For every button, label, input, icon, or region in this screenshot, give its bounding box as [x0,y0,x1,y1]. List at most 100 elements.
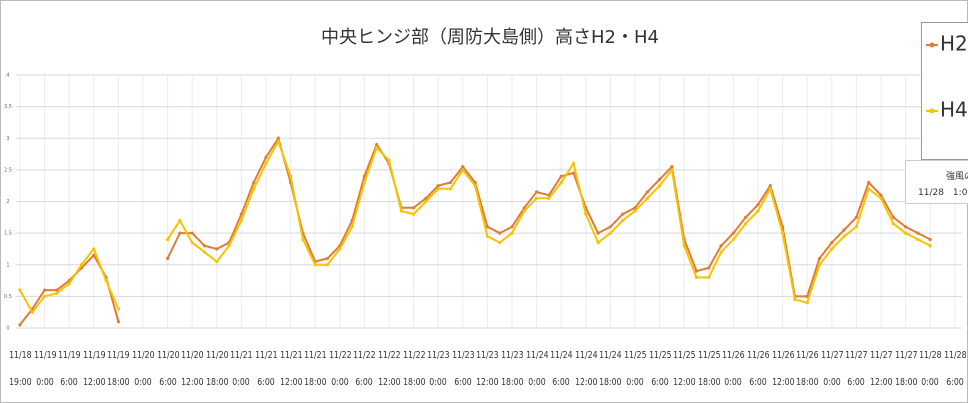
y-tick-label: 3 [6,136,9,142]
data-point [904,231,908,235]
data-point [239,212,243,216]
data-point [264,155,268,159]
data-point [43,288,47,292]
data-point [522,209,526,213]
data-point [854,225,859,229]
data-point [928,244,932,248]
data-point [412,212,416,216]
data-point [178,218,182,223]
data-point [338,247,342,251]
x-tick-label: 11/24 6:00 [550,350,573,388]
data-point [362,174,366,178]
data-point [264,161,268,166]
y-tick-label: 1.5 [4,231,12,237]
data-point [633,209,637,213]
data-point [768,187,772,191]
x-tick-label: 11/22 18:00 [402,350,426,388]
data-point [928,237,932,242]
data-point [510,225,514,229]
legend-label: H2 [940,32,968,56]
data-point [719,250,723,254]
data-point [535,190,539,194]
x-tick-label: 11/18 19:00 [9,350,32,388]
data-point [412,206,416,210]
y-tick-label: 2 [6,199,9,205]
data-point [350,225,354,229]
data-point [166,256,170,261]
x-tick-label: 11/22 6:00 [353,350,376,388]
data-point [559,180,563,185]
data-point [252,187,256,191]
data-point [18,288,22,292]
data-point [891,222,895,226]
x-tick-label: 11/28 0:00 [919,350,942,388]
data-point [608,231,613,235]
data-point [215,259,219,264]
y-tick-label: 3.5 [4,104,12,110]
data-point [694,275,699,279]
data-point [399,209,403,213]
data-point [448,180,453,185]
data-point [424,196,428,200]
y-tick-label: 0 [6,326,9,332]
data-point [325,263,330,267]
data-point [707,275,711,279]
x-tick-label: 11/26 6:00 [747,350,770,388]
x-tick-label: 11/20 12:00 [181,350,204,388]
data-point [916,237,920,242]
annotation: 強風の [946,172,968,182]
data-point [707,266,711,270]
x-tick-label: 11/19 6:00 [58,350,81,388]
data-point [166,237,170,242]
data-point [252,180,256,185]
x-tick-label: 11/28 6:00 [943,350,967,388]
data-point [559,174,563,178]
data-point [436,184,440,188]
annotation-box: 強風の 11/28 1:00 [905,160,968,204]
data-point [854,215,859,219]
x-tick-label: 11/25 12:00 [673,350,696,388]
data-point [731,237,736,242]
data-point [879,196,883,200]
y-tick-label: 0.5 [4,294,12,300]
data-point [608,225,613,229]
data-point [596,231,600,235]
data-point [842,228,846,232]
data-point [904,225,908,229]
data-point [178,231,182,235]
data-point [227,244,231,248]
data-point [768,184,772,188]
data-point [830,241,834,245]
data-point [596,241,600,245]
data-point [571,171,576,175]
legend-label: H4 [940,98,968,122]
x-tick-label: 11/21 0:00 [230,350,253,388]
x-tick-label: 11/19 18:00 [107,350,130,388]
data-point [55,288,59,292]
data-point [448,187,453,191]
data-point [92,247,96,251]
data-point [485,225,489,229]
data-point [436,187,440,191]
data-point [719,244,723,248]
data-point [485,234,489,238]
data-point [18,323,22,327]
annotation: 11/28 1:00 [918,188,968,198]
y-tick-label: 1 [6,262,9,268]
x-tick-label: 11/26 18:00 [796,350,819,388]
data-point [473,184,477,188]
data-point [658,184,662,188]
y-tick-label: 4 [6,73,9,79]
data-point [547,196,551,200]
x-tick-label: 11/19 0:00 [33,350,57,388]
data-point [744,222,748,226]
x-tick-label: 11/24 18:00 [599,350,622,388]
x-tick-label: 11/23 0:00 [427,350,450,388]
data-point [830,247,834,251]
x-tick-label: 11/23 12:00 [476,350,499,388]
x-tick-label: 11/20 6:00 [156,350,180,388]
data-point [43,294,47,298]
data-point [645,196,649,200]
data-point [670,165,674,169]
